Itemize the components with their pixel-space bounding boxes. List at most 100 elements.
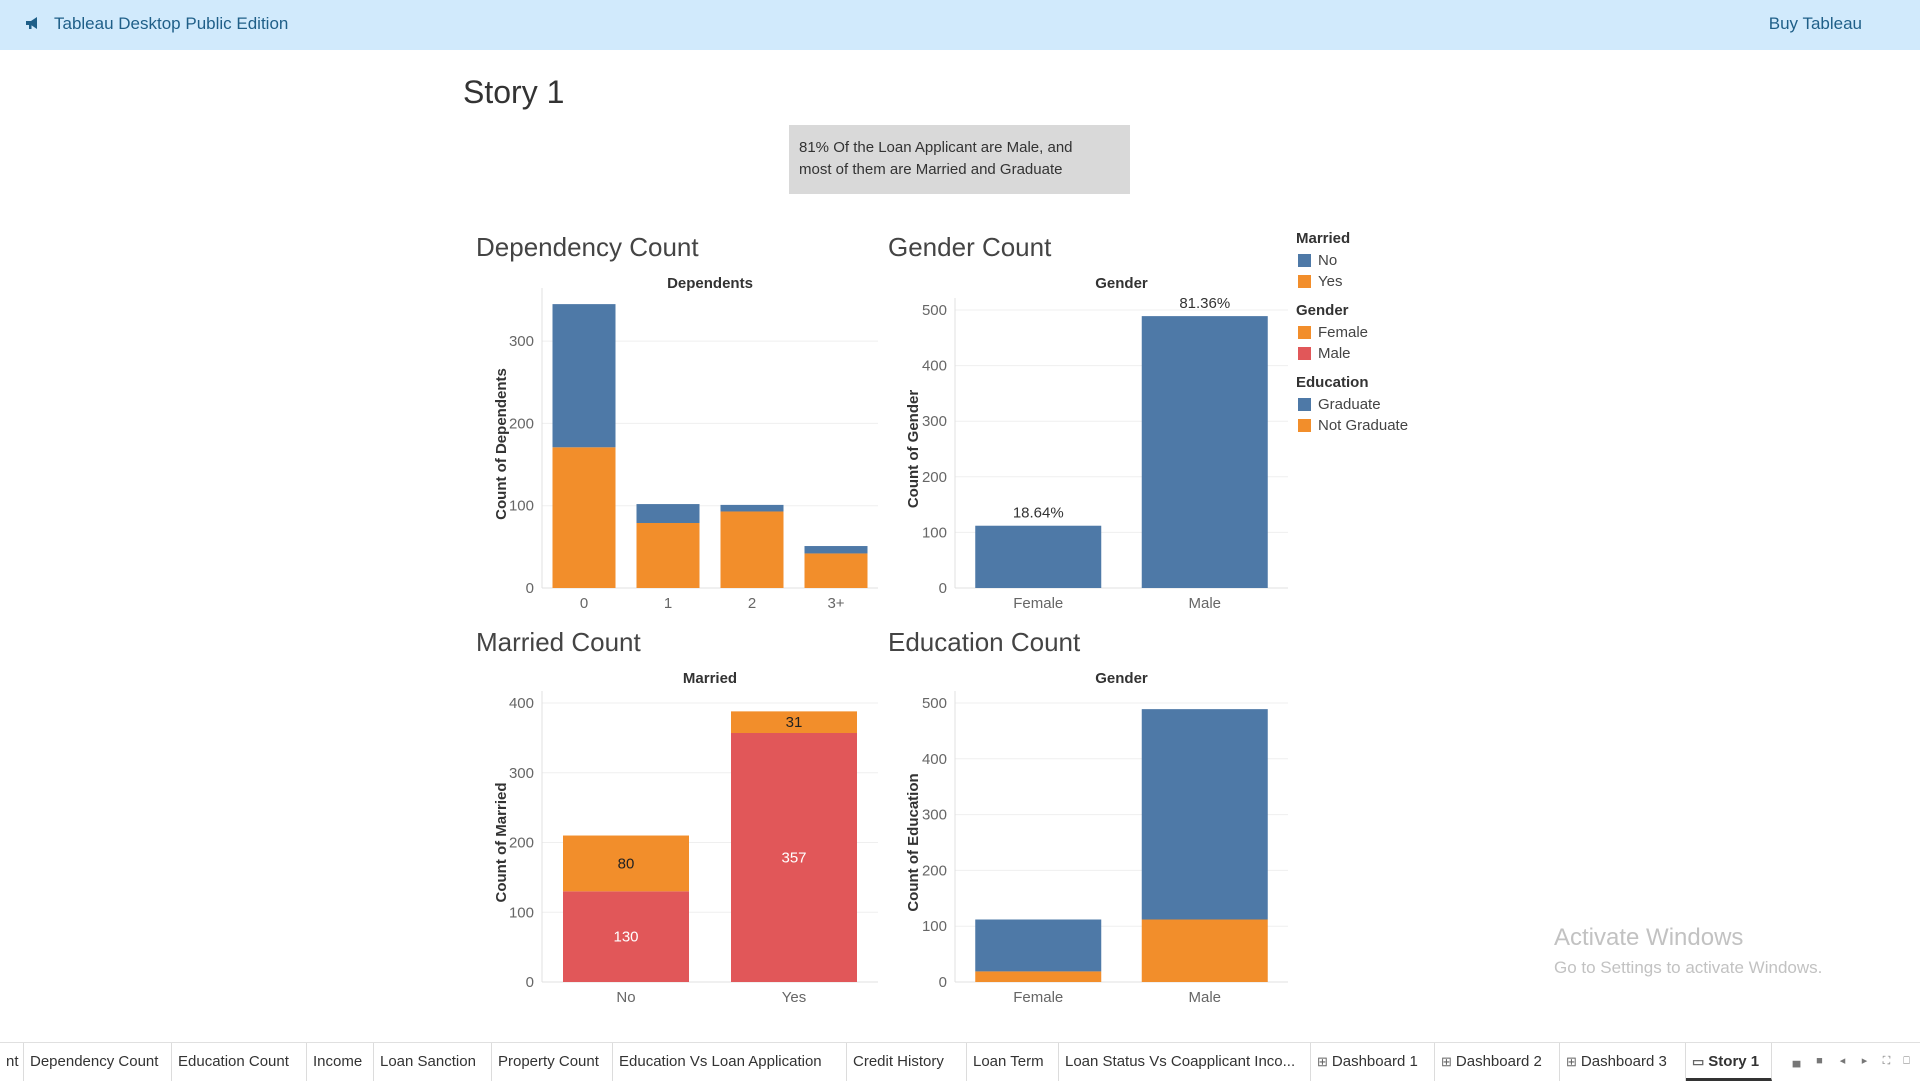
next-sheet-icon[interactable]: ▸ [1861,1055,1868,1067]
sheet-tab-dependency-count[interactable]: Dependency Count [24,1043,172,1081]
dep-bar-2-no[interactable] [720,504,784,512]
gen-bar-Female[interactable] [975,525,1102,588]
edu-y-tick-label: 500 [922,695,947,712]
legend-swatch [1298,419,1311,432]
legend-item-female[interactable]: Female [1296,322,1496,343]
mar-bar-No-male[interactable] [563,891,689,982]
buy-tableau-link[interactable]: Buy Tableau [1768,14,1862,33]
edu-y-tick-label: 200 [922,862,947,879]
edu-y-tick-label: 0 [939,974,947,991]
sheet-tab-loan-status-vs-coapplicant-inco[interactable]: Loan Status Vs Coapplicant Inco... [1059,1043,1311,1081]
sheet-tab-dashboard-2[interactable]: ⊞ Dashboard 2 [1435,1043,1560,1081]
gen-bar-Male[interactable] [1141,316,1268,588]
legend-title-married: Married [1296,230,1351,247]
gender-count-title: Gender Count [888,232,1052,262]
mar-y-tick-label: 300 [509,765,534,782]
sheet-tab-loan-sanction[interactable]: Loan Sanction [374,1043,492,1081]
mar-bar-Yes-male[interactable] [731,732,857,982]
legend-label: Graduate [1318,396,1381,413]
mar-bar-Yes-female[interactable] [731,711,857,733]
edu-bar-Male-not-graduate[interactable] [1141,919,1268,982]
sheet-tab-education-vs-loan-application[interactable]: Education Vs Loan Application [613,1043,847,1081]
caption-line-2: most of them are Married and Graduate [799,161,1063,178]
dep-y-tick-label: 100 [509,498,534,515]
sheet-tab-story-1[interactable]: ▭ Story 1 [1686,1043,1772,1081]
dep-y-tick-label: 200 [509,415,534,432]
sheet-tab-label: nt [6,1053,19,1070]
sheet-tab-label: Credit History [853,1053,944,1070]
legend-label: No [1318,252,1338,269]
top-bar: Tableau Desktop Public Edition Buy Table… [0,0,1920,50]
legend-item-male[interactable]: Male [1296,343,1496,364]
dep-bar-2-yes[interactable] [720,511,784,588]
story-caption[interactable]: 81% Of the Loan Applicant are Male, and … [789,125,1130,194]
mar-x-tick-label: No [616,989,635,1006]
fit-screen-icon[interactable]: ⛶ [1882,1055,1891,1067]
edu-bar-Female-not-graduate[interactable] [975,971,1102,982]
legend-swatch [1298,254,1311,267]
story-icon: ▭ [1692,1054,1705,1069]
legend-swatch [1298,275,1311,288]
gen-header: Gender [1095,275,1148,292]
activate-windows-watermark: Activate Windows Go to Settings to activ… [1554,924,1822,978]
dep-x-tick-label: 0 [580,595,588,612]
sheet-tab-loan-term[interactable]: Loan Term [967,1043,1059,1081]
sheet-tab-label: Loan Status Vs Coapplicant Inco... [1065,1053,1296,1070]
edu-bar-Female-graduate[interactable] [975,919,1102,972]
dep-bar-0-no[interactable] [552,304,616,448]
gen-y-tick-label: 300 [922,413,947,430]
edu-bar-Male-graduate[interactable] [1141,709,1268,920]
legend[interactable]: Married No Yes Gender Female Male Education Gra… [1296,228,1496,436]
sheet-tab-label: Story 1 [1708,1053,1760,1070]
dashboard-icon: ⊞ [1566,1054,1577,1069]
sheet-tab-dashboard-3[interactable]: ⊞ Dashboard 3 [1560,1043,1686,1081]
watermark-title: Activate Windows [1554,924,1744,951]
dep-bar-3+-yes[interactable] [804,553,868,588]
legend-title-education: Education [1296,374,1369,391]
sheet-tab-credit-history[interactable]: Credit History [847,1043,967,1081]
gen-y-tick-label: 200 [922,469,947,486]
legend-item-not-graduate[interactable]: Not Graduate [1296,415,1496,436]
sheet-tab-label: Dashboard 3 [1580,1053,1667,1070]
dep-bar-3+-no[interactable] [804,546,868,554]
mar-segment-label: 130 [613,929,638,946]
dep-bar-0-yes[interactable] [552,447,616,588]
mar-y-tick-label: 100 [509,904,534,921]
gen-y-tick-label: 0 [939,580,947,597]
sheet-tab-education-count[interactable]: Education Count [172,1043,307,1081]
dep-bar-1-no[interactable] [636,504,700,523]
legend-item-graduate[interactable]: Graduate [1296,394,1496,415]
gen-y-tick-label: 400 [922,358,947,375]
gen-y-tick-label: 500 [922,302,947,319]
show-tabs-icon[interactable]: ■ [1816,1055,1823,1067]
sheet-tab-nt[interactable]: nt [0,1043,24,1081]
mar-y-axis-label: Count of Married [493,783,510,903]
legend-item-yes[interactable]: Yes [1296,271,1496,292]
edu-y-axis-label: Count of Education [905,773,922,911]
gen-data-label: 18.64% [1013,505,1064,522]
legend-title-gender: Gender [1296,302,1349,319]
sheet-tab-income[interactable]: Income [307,1043,374,1081]
mar-segment-label: 357 [781,849,806,866]
mar-x-tick-label: Yes [782,989,806,1006]
dashboard-icon: ⊞ [1317,1054,1328,1069]
mar-bar-No-female[interactable] [563,835,689,892]
sheet-tab-label: Dependency Count [30,1053,159,1070]
dep-bar-1-yes[interactable] [636,522,700,588]
dep-header: Dependents [667,275,753,292]
dep-x-tick-label: 1 [664,595,672,612]
gen-x-tick-label: Male [1188,595,1221,612]
edu-x-tick-label: Male [1188,989,1221,1006]
sheet-tab-property-count[interactable]: Property Count [492,1043,613,1081]
mar-segment-label: 31 [786,714,803,731]
edu-y-tick-label: 300 [922,807,947,824]
sheet-tab-dashboard-1[interactable]: ⊞ Dashboard 1 [1311,1043,1435,1081]
legend-label: Female [1318,324,1369,341]
presentation-icon[interactable]: ⎕ [1903,1055,1910,1067]
watermark-subtitle: Go to Settings to activate Windows. [1554,958,1823,977]
mar-y-tick-label: 400 [509,695,534,712]
legend-item-no[interactable]: No [1296,250,1496,271]
prev-sheet-icon[interactable]: ◂ [1839,1055,1846,1067]
show-filmstrip-icon[interactable]: ▄ [1792,1055,1801,1067]
